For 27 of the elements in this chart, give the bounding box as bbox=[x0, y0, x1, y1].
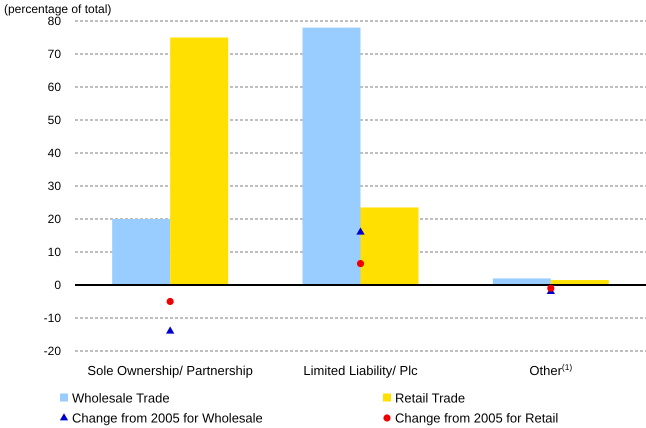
bar bbox=[360, 207, 418, 285]
y-tick-label: 0 bbox=[54, 278, 62, 292]
bar bbox=[302, 28, 360, 285]
y-tick-label: 20 bbox=[48, 212, 62, 226]
legend-label: Retail Trade bbox=[395, 390, 466, 406]
y-tick-label: 40 bbox=[48, 146, 62, 160]
point bbox=[166, 298, 174, 306]
y-tick-label: -10 bbox=[44, 311, 62, 326]
bar bbox=[170, 38, 228, 285]
y-tick-label: -20 bbox=[44, 344, 62, 358]
legend-label: Wholesale Trade bbox=[72, 390, 170, 406]
point bbox=[166, 326, 174, 334]
bar bbox=[112, 219, 170, 285]
x-tick-label: Sole Ownership/ Partnership bbox=[87, 363, 253, 378]
x-tick-label: Limited Liability/ Plc bbox=[303, 363, 418, 378]
y-tick-label: 60 bbox=[48, 80, 62, 94]
y-tick-label: 70 bbox=[48, 47, 62, 62]
point bbox=[356, 227, 365, 235]
y-tick-label: 10 bbox=[48, 245, 62, 260]
legend-label: Change from 2005 for Retail bbox=[395, 410, 558, 426]
y-tick-label: 50 bbox=[48, 113, 62, 128]
y-tick-label: 80 bbox=[48, 14, 62, 28]
legend-label: Change from 2005 for Wholesale bbox=[72, 410, 263, 426]
y-axis-title: (percentage of total) bbox=[4, 2, 112, 16]
y-tick-label: 30 bbox=[48, 179, 62, 194]
point bbox=[356, 260, 364, 268]
x-tick-label: Other$^{(1)}$ bbox=[529, 362, 572, 378]
